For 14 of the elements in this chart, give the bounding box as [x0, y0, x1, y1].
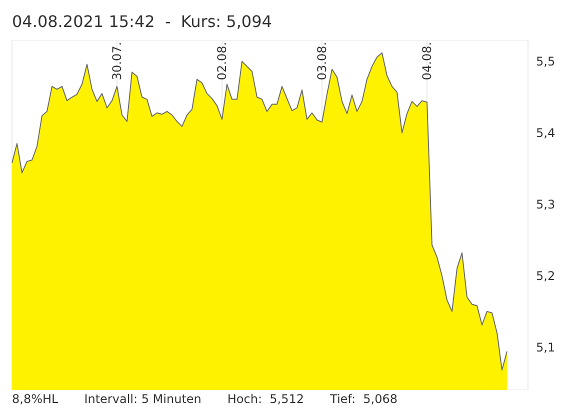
y-tick-label: 5,2	[536, 268, 556, 283]
y-tick-label: 5,4	[536, 126, 556, 140]
y-tick-label: 5,5	[536, 54, 556, 69]
x-tick-label: 04.08.	[420, 42, 434, 80]
y-tick-label: 5,3	[536, 198, 556, 212]
chart-title: 04.08.2021 15:42 - Kurs: 5,094	[12, 12, 272, 31]
text: Intervall: 5 Minuten	[84, 392, 202, 406]
text: Tief: 5,068	[330, 392, 398, 406]
x-tick-label: 30.07.	[110, 42, 124, 80]
x-tick-label: 03.08.	[315, 42, 329, 80]
x-tick-label: 02.08.	[215, 42, 229, 80]
text: Hoch: 5,512	[227, 392, 304, 406]
text: 8,8%HL	[12, 392, 58, 406]
y-tick-label: 5,1	[536, 340, 556, 354]
